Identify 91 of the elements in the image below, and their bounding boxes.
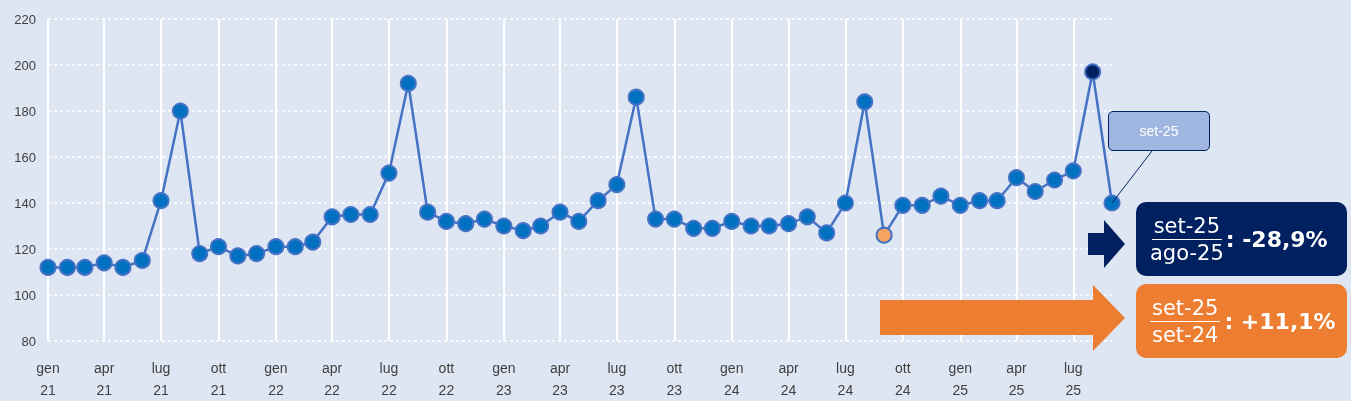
x-tick-label: apr 22 (321, 360, 343, 398)
x-tick-label: gen 24 (720, 360, 744, 398)
x-tick-label: apr 23 (549, 360, 571, 398)
x-tick-label: apr 24 (778, 360, 800, 398)
point (191, 245, 209, 263)
point (742, 217, 760, 235)
point (856, 93, 874, 111)
point (723, 212, 741, 230)
point (39, 258, 57, 276)
y-tick-label: 140 (14, 195, 36, 211)
point (894, 196, 912, 214)
point (133, 252, 151, 269)
point (608, 176, 626, 194)
x-tick-label: ott 21 (210, 360, 227, 398)
text: set-25 (1150, 294, 1221, 322)
point (286, 238, 304, 256)
point (1007, 169, 1025, 187)
x-tick-label: lug 24 (836, 360, 855, 398)
point (951, 196, 969, 214)
point (1103, 194, 1121, 212)
point (818, 224, 836, 242)
point (361, 206, 379, 223)
point (95, 254, 113, 272)
point (475, 210, 493, 228)
text: : +11,1% (1224, 308, 1336, 334)
x-tick-label: apr 21 (94, 360, 115, 398)
point (1064, 162, 1082, 180)
point (570, 212, 588, 230)
x-tick-label: apr 25 (1006, 360, 1027, 398)
point (685, 219, 703, 237)
point (932, 187, 950, 205)
x-tick-label: gen 25 (948, 360, 972, 398)
point (495, 217, 513, 235)
point (114, 258, 132, 276)
point (380, 164, 398, 182)
point (798, 208, 816, 226)
point (913, 196, 931, 214)
point (171, 102, 189, 120)
point (760, 217, 778, 235)
point (437, 212, 455, 230)
point (58, 258, 76, 276)
x-tick-label: ott 22 (438, 360, 455, 398)
text: : -28,9% (1225, 226, 1328, 252)
point (457, 215, 475, 233)
x-tick-label: lug 25 (1063, 360, 1083, 398)
point (304, 233, 322, 251)
point (532, 217, 550, 235)
point (703, 219, 721, 237)
point (419, 203, 437, 221)
point (875, 226, 893, 244)
callout-label: set-25 (1108, 111, 1210, 151)
y-tick-label: 160 (14, 149, 36, 165)
x-tick-label: lug 21 (151, 360, 171, 398)
point (647, 210, 665, 228)
text: set-25 (1151, 212, 1223, 240)
point (342, 206, 360, 223)
point (323, 208, 341, 226)
text: ago-25 (1150, 239, 1224, 266)
y-tick-label: 120 (14, 241, 36, 257)
point (971, 192, 989, 210)
y-tick-label: 80 (21, 333, 36, 349)
x-tick-label: gen 23 (492, 360, 516, 398)
point (1084, 63, 1102, 81)
x-tick-label: lug 23 (607, 360, 627, 398)
y-tick-label: 200 (14, 57, 36, 73)
point (1026, 183, 1044, 200)
point (514, 222, 532, 240)
point (152, 192, 170, 210)
point (248, 245, 266, 263)
point (988, 192, 1006, 210)
text: set-24 (1152, 321, 1219, 348)
x-tick-label: ott 23 (666, 360, 683, 398)
point (209, 238, 227, 256)
x-tick-label: ott 24 (895, 360, 911, 398)
y-tick-label: 180 (14, 103, 36, 119)
point (627, 88, 645, 106)
point (836, 194, 854, 212)
point (665, 210, 683, 228)
point (76, 258, 94, 276)
y-tick-label: 100 (14, 287, 36, 303)
x-tick-label: gen 22 (264, 360, 288, 398)
point (780, 215, 798, 233)
point (267, 238, 285, 256)
point (1046, 171, 1064, 189)
point (551, 203, 569, 221)
y-tick-label: 220 (14, 11, 36, 27)
point (589, 192, 607, 210)
x-tick-label: lug 22 (379, 360, 399, 398)
x-tick-label: gen 21 (36, 360, 60, 398)
point (229, 247, 247, 265)
point (399, 74, 417, 92)
